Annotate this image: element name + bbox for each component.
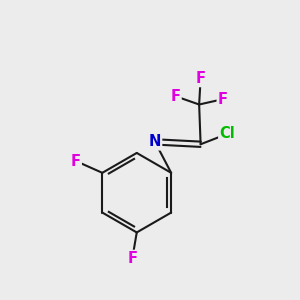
Text: F: F [218,92,228,107]
Text: F: F [171,89,181,104]
Text: F: F [127,251,137,266]
Text: F: F [71,154,81,169]
Text: N: N [149,134,161,149]
Text: Cl: Cl [219,127,235,142]
Text: F: F [196,71,206,86]
